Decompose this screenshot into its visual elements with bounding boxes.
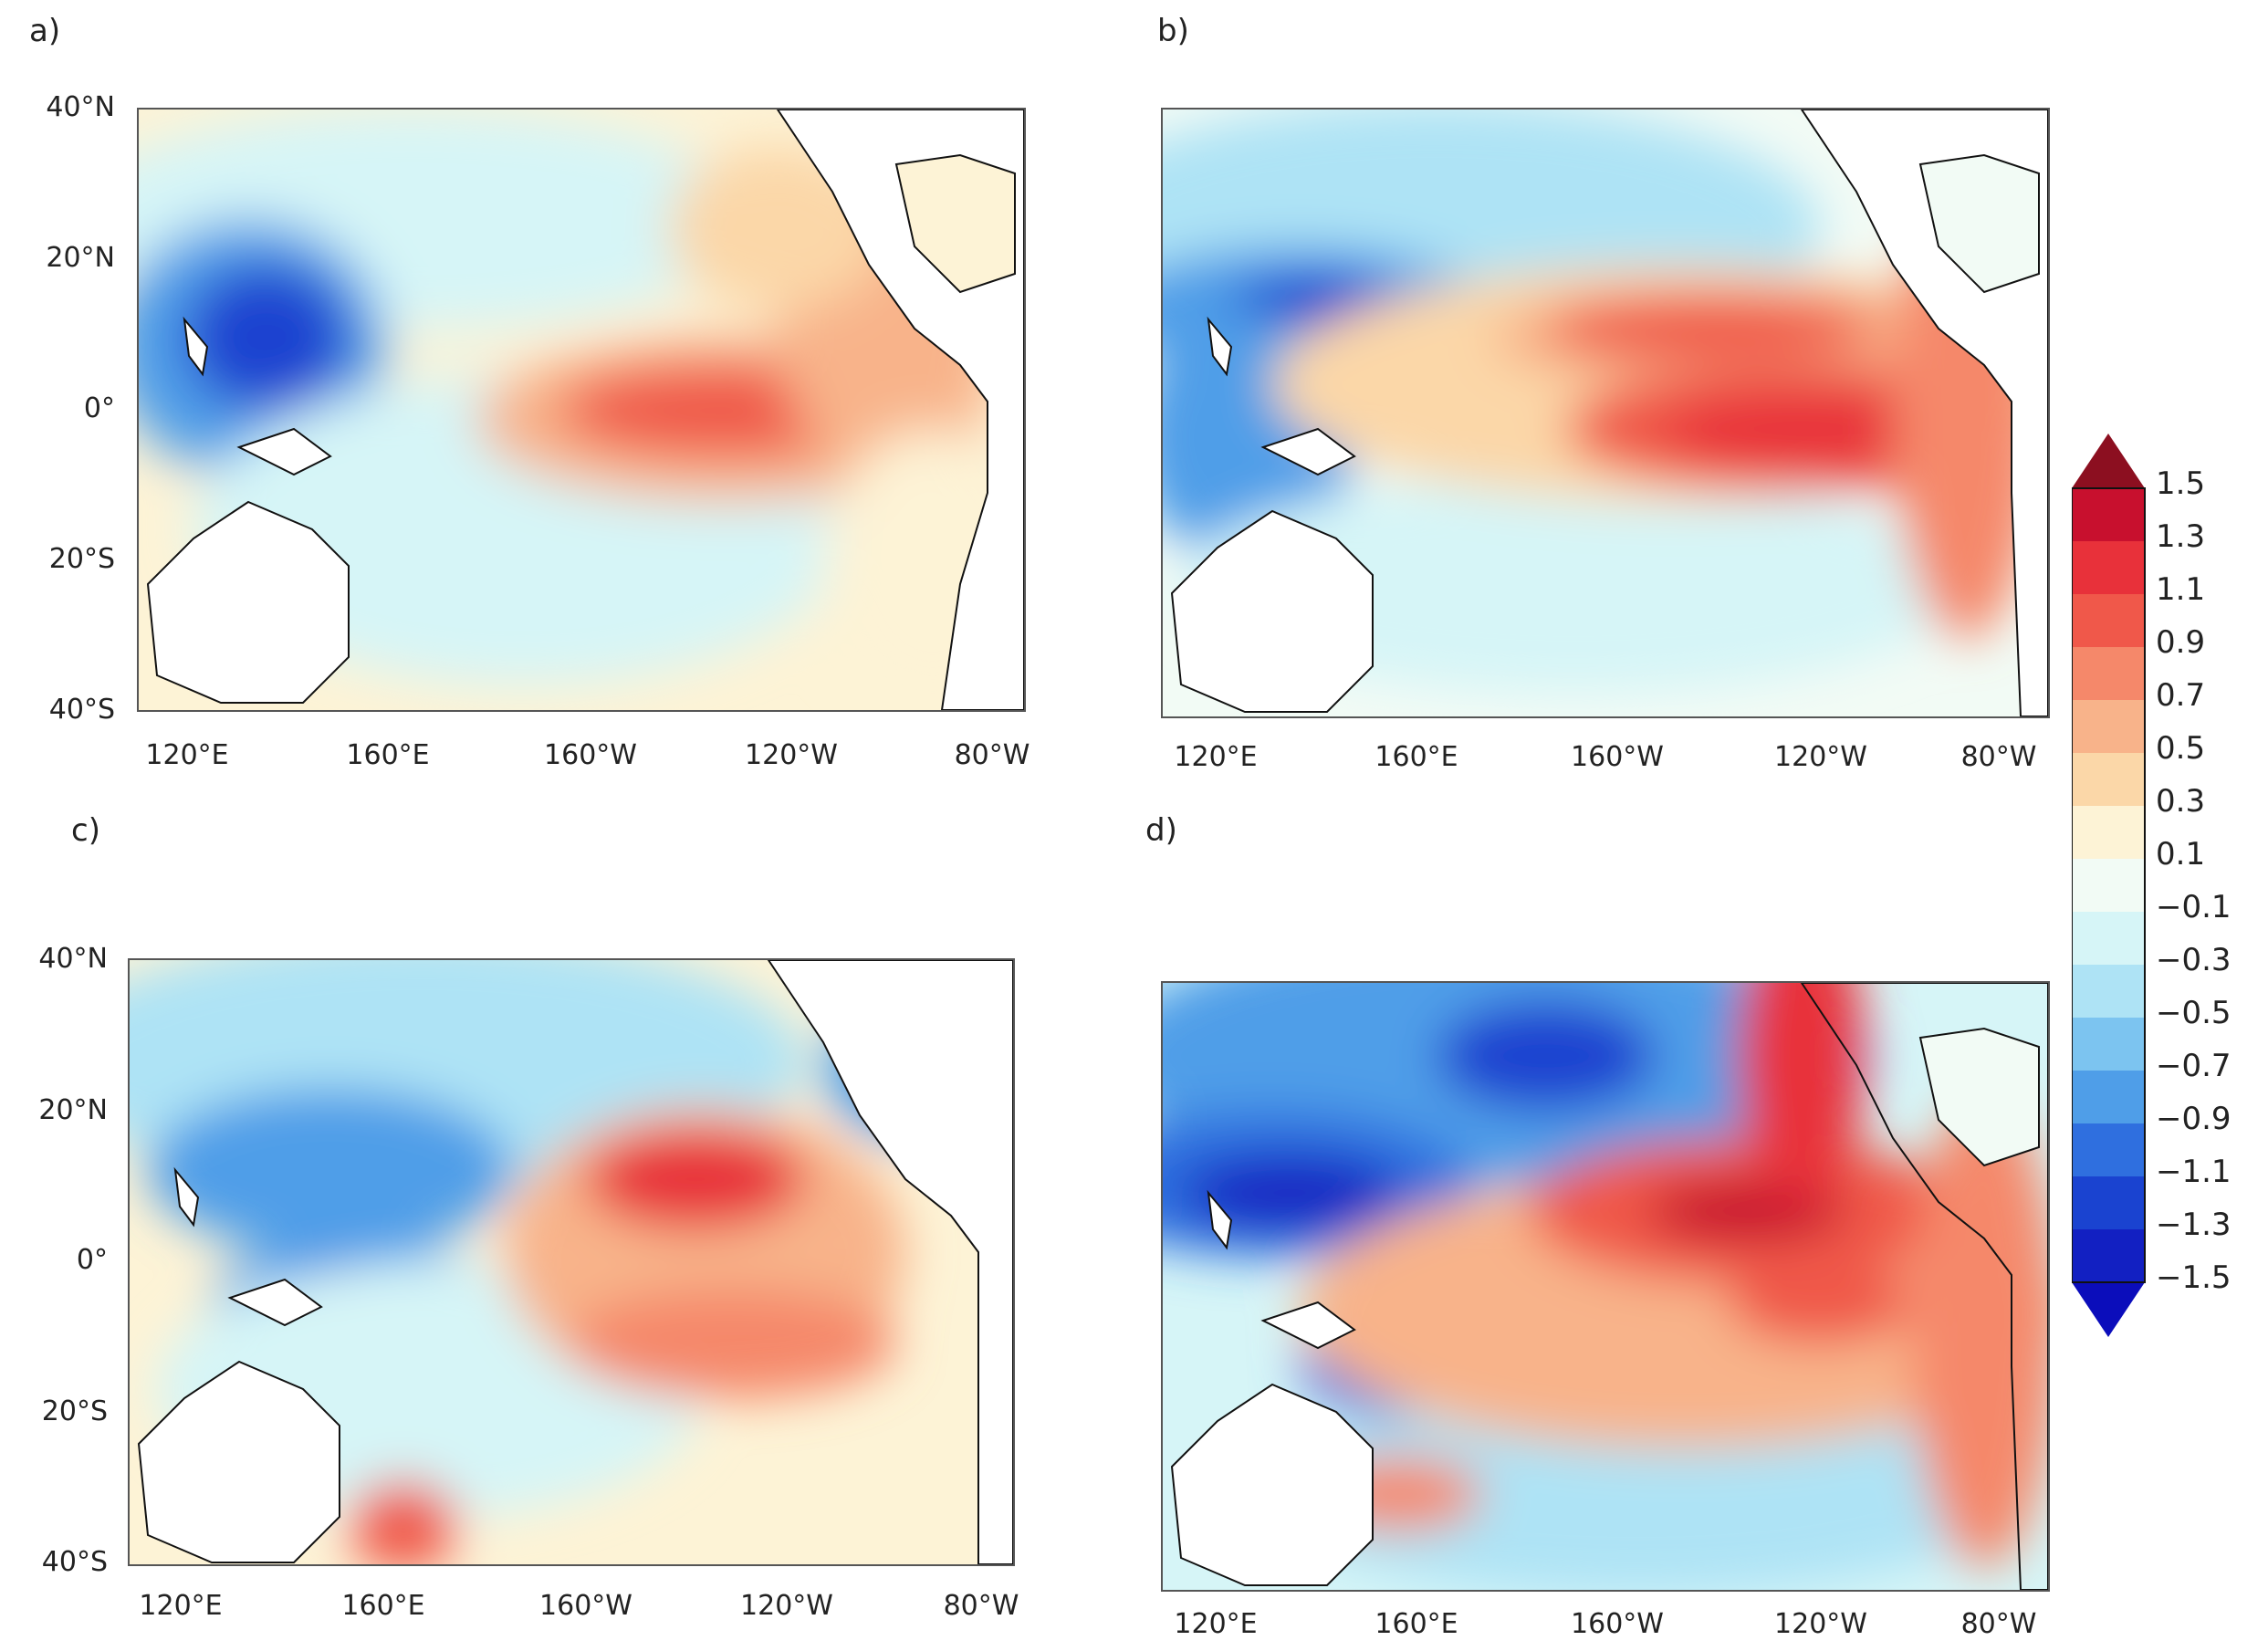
colorbar-label-10: −0.5 <box>2156 995 2231 1031</box>
colorbar-seg-9 <box>2072 965 2145 1018</box>
colorbar-label-3: 0.9 <box>2156 624 2206 661</box>
colorbar-seg-13 <box>2072 1176 2145 1229</box>
map-b-lon-160w: 160°W <box>1571 741 1664 773</box>
colorbar-seg-8 <box>2072 912 2145 965</box>
colorbar-label-9: −0.3 <box>2156 942 2231 978</box>
colorbar-seg-5 <box>2072 753 2145 806</box>
colorbar-label-5: 0.5 <box>2156 730 2206 767</box>
colorbar-label-8: −0.1 <box>2156 889 2231 925</box>
map-d-lon-120e: 120°E <box>1174 1608 1258 1640</box>
map-c-lat-20n: 20°N <box>38 1094 108 1126</box>
panel-label-a: a) <box>29 13 61 49</box>
colorbar-bottom-triangle <box>2072 1282 2145 1337</box>
colorbar-label-7: 0.1 <box>2156 836 2206 873</box>
panel-label-b: b) <box>1157 13 1189 49</box>
map-c-lon-80w: 80°W <box>943 1590 1019 1622</box>
map-c-lon-160w: 160°W <box>539 1590 632 1622</box>
colorbar-seg-7 <box>2072 859 2145 912</box>
colorbar-seg-4 <box>2072 700 2145 753</box>
colorbar-label-12: −0.9 <box>2156 1101 2231 1137</box>
colorbar-label-6: 0.3 <box>2156 783 2206 820</box>
colorbar-seg-1 <box>2072 541 2145 594</box>
colorbar-seg-2 <box>2072 594 2145 647</box>
map-a-lat-40s: 40°S <box>48 694 115 726</box>
panel-label-c: c) <box>71 812 100 849</box>
colorbar-label-4: 0.7 <box>2156 677 2206 714</box>
map-b-field <box>1163 110 2048 716</box>
map-c-lat-40n: 40°N <box>38 943 108 975</box>
map-c-lon-120e: 120°E <box>139 1590 223 1622</box>
map-c-lat-0: 0° <box>76 1244 108 1276</box>
map-panel-b <box>1161 108 2050 718</box>
colorbar <box>2072 434 2146 1337</box>
colorbar-outline <box>2072 487 2146 1283</box>
colorbar-label-0: 1.5 <box>2156 465 2206 502</box>
map-c-field <box>130 960 1013 1564</box>
map-b-lon-120e: 120°E <box>1174 741 1258 773</box>
colorbar-label-2: 1.1 <box>2156 571 2206 608</box>
map-c-lon-120w: 120°W <box>740 1590 833 1622</box>
panel-label-d: d) <box>1145 812 1177 849</box>
colorbar-seg-0 <box>2072 488 2145 541</box>
colorbar-label-11: −0.7 <box>2156 1048 2231 1084</box>
map-d-lon-160e: 160°E <box>1374 1608 1458 1640</box>
map-c-lat-20s: 20°S <box>41 1395 108 1427</box>
map-a-lon-120e: 120°E <box>145 739 229 771</box>
colorbar-top-triangle <box>2072 434 2145 488</box>
map-panel-c <box>128 958 1015 1566</box>
colorbar-seg-3 <box>2072 647 2145 700</box>
map-a-lat-20n: 20°N <box>46 242 115 274</box>
colorbar-seg-11 <box>2072 1071 2145 1123</box>
map-b-lon-80w: 80°W <box>1960 741 2037 773</box>
map-c-lat-40s: 40°S <box>41 1546 108 1578</box>
map-d-lon-160w: 160°W <box>1571 1608 1664 1640</box>
map-panel-a <box>137 108 1026 712</box>
colorbar-seg-12 <box>2072 1123 2145 1176</box>
colorbar-label-15: −1.5 <box>2156 1259 2231 1296</box>
colorbar-label-13: −1.1 <box>2156 1154 2231 1190</box>
map-a-lon-120w: 120°W <box>745 739 838 771</box>
colorbar-seg-6 <box>2072 806 2145 859</box>
map-a-lon-160e: 160°E <box>346 739 430 771</box>
colorbar-seg-14 <box>2072 1229 2145 1282</box>
colorbar-label-14: −1.3 <box>2156 1207 2231 1243</box>
map-a-lat-40n: 40°N <box>46 91 115 123</box>
map-a-lon-160w: 160°W <box>544 739 637 771</box>
map-d-field <box>1163 983 2048 1590</box>
map-a-lat-0: 0° <box>83 392 115 424</box>
map-d-lon-120w: 120°W <box>1774 1608 1867 1640</box>
map-a-lon-80w: 80°W <box>954 739 1030 771</box>
map-c-lon-160e: 160°E <box>341 1590 425 1622</box>
map-a-lat-20s: 20°S <box>48 543 115 575</box>
map-b-lon-120w: 120°W <box>1774 741 1867 773</box>
colorbar-label-1: 1.3 <box>2156 518 2206 555</box>
map-a-field <box>139 110 1024 710</box>
map-panel-d <box>1161 981 2050 1592</box>
colorbar-seg-10 <box>2072 1018 2145 1071</box>
map-b-lon-160e: 160°E <box>1374 741 1458 773</box>
map-d-lon-80w: 80°W <box>1960 1608 2037 1640</box>
